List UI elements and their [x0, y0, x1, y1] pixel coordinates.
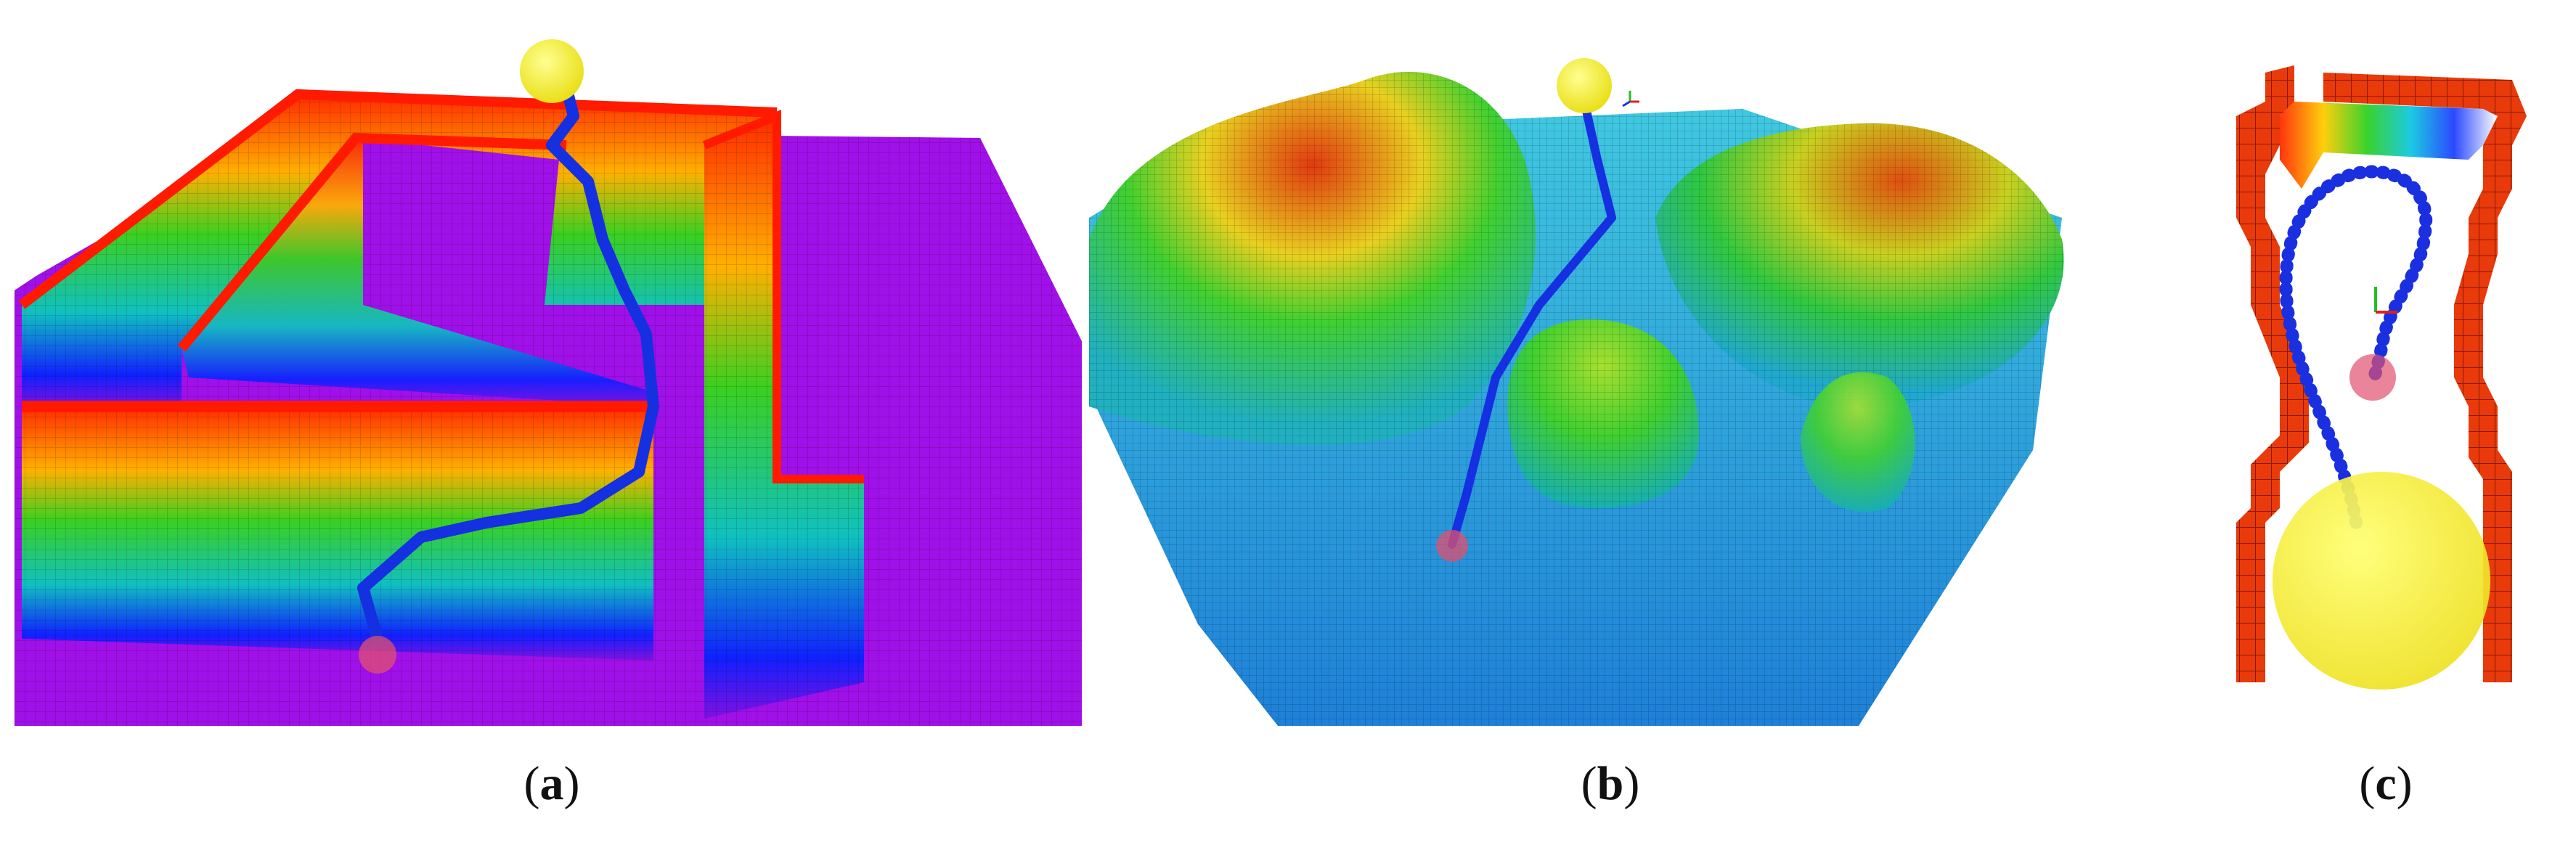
wall-top-edge: [18, 89, 778, 309]
panel-b-svg: [1089, 58, 2064, 726]
caption-close-paren: ): [2396, 757, 2413, 810]
maze-wall-inner: [182, 138, 653, 406]
terrain-hill-small: [1801, 372, 1915, 512]
caption-letter: c: [2375, 757, 2397, 810]
axis-gizmo: [2374, 287, 2397, 314]
start-marker: [2349, 354, 2396, 401]
corridor-wall-right: [2323, 73, 2527, 682]
caption-open-paren: (: [2359, 757, 2376, 810]
caption-open-paren: (: [1581, 757, 1597, 810]
caption-open-paren: (: [523, 757, 540, 810]
caption-panel-b: (b): [1538, 755, 1683, 813]
panel-a-svg: [15, 39, 1082, 726]
panel-b-terrain-render: [1089, 0, 2076, 733]
goal-sphere: [520, 39, 584, 103]
start-marker: [359, 636, 396, 674]
start-marker: [1436, 530, 1468, 562]
caption-panel-c: (c): [2313, 755, 2458, 813]
panel-a-maze-render: [15, 0, 1089, 733]
caption-letter: b: [1597, 757, 1624, 810]
corridor-wall-left: [2236, 65, 2309, 682]
goal-sphere: [2273, 472, 2490, 690]
corridor-rim: [2280, 102, 2498, 189]
panel-c-svg: [2236, 65, 2527, 690]
planned-path: [2279, 165, 2433, 529]
caption-letter: a: [539, 757, 564, 810]
axis-gizmo: [1622, 91, 1639, 107]
caption-panel-a: (a): [479, 755, 624, 813]
caption-close-paren: ): [563, 757, 580, 810]
goal-sphere: [1557, 58, 1612, 113]
panel-c-passage-render: [2207, 0, 2570, 733]
planned-path: [357, 81, 659, 645]
caption-close-paren: ): [1623, 757, 1640, 810]
planned-path: [1448, 90, 1616, 549]
